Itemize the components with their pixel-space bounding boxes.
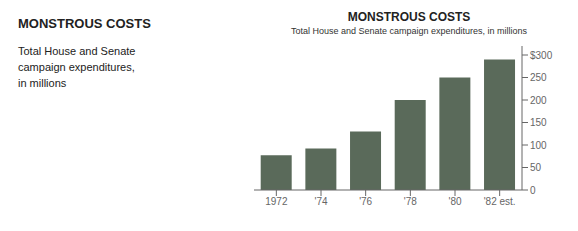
html-text:Total House and Senate: Total House and Senate <box>18 45 136 57</box>
svg-text:'74: '74 <box>314 196 327 207</box>
svg-text:250: 250 <box>530 72 547 83</box>
html-text:in millions: in millions <box>18 77 67 89</box>
svg-text:'80: '80 <box>448 196 461 207</box>
svg-text:150: 150 <box>530 117 547 128</box>
html-text:MONSTROUS COSTS: MONSTROUS COSTS <box>347 10 471 24</box>
html-text:MONSTROUS COSTS: MONSTROUS COSTS <box>18 16 151 31</box>
svg-text:0: 0 <box>530 185 536 196</box>
html-text:Total House and Senate campaig: Total House and Senate campaign expendit… <box>290 26 528 36</box>
svg-text:'76: '76 <box>359 196 372 207</box>
svg-text:$300: $300 <box>530 50 553 61</box>
svg-text:1972: 1972 <box>265 196 288 207</box>
svg-text:50: 50 <box>530 162 542 173</box>
svg-text:'82 est.: '82 est. <box>484 196 516 207</box>
svg-text:200: 200 <box>530 95 547 106</box>
svg-text:100: 100 <box>530 140 547 151</box>
svg-text:'78: '78 <box>404 196 417 207</box>
html-text:campaign expenditures,: campaign expenditures, <box>18 61 135 73</box>
